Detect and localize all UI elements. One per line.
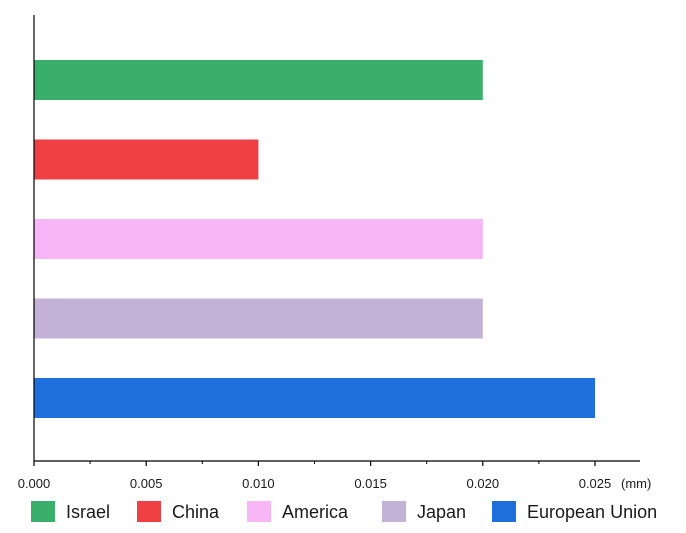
legend-swatch-america xyxy=(247,501,271,522)
bar-japan xyxy=(34,298,483,339)
x-axis-ticks: 0.000 0.005 0.010 0.015 0.020 0.025 xyxy=(18,461,612,491)
bar-european-union xyxy=(34,378,595,418)
legend-label-israel: Israel xyxy=(66,502,110,522)
legend-label-china: China xyxy=(172,502,220,522)
x-tick-label: 0.005 xyxy=(130,476,163,491)
bar-america xyxy=(34,219,483,259)
x-tick-label: 0.025 xyxy=(579,476,612,491)
x-tick-label: 0.015 xyxy=(354,476,387,491)
x-tick-label: 0.020 xyxy=(467,476,500,491)
x-axis-unit-label: (mm) xyxy=(621,476,651,491)
legend: Israel China America Japan European Union xyxy=(31,501,657,522)
x-tick-label: 0.000 xyxy=(18,476,51,491)
legend-swatch-european-union xyxy=(492,501,516,522)
legend-label-america: America xyxy=(282,502,349,522)
x-tick-label: 0.010 xyxy=(242,476,275,491)
bar-israel xyxy=(34,60,483,100)
legend-swatch-israel xyxy=(31,501,55,522)
bars-layer xyxy=(34,60,595,418)
legend-swatch-china xyxy=(137,501,161,522)
bar-china xyxy=(34,139,259,180)
legend-label-japan: Japan xyxy=(417,502,466,522)
legend-swatch-japan xyxy=(382,501,406,522)
legend-label-european-union: European Union xyxy=(527,502,657,522)
